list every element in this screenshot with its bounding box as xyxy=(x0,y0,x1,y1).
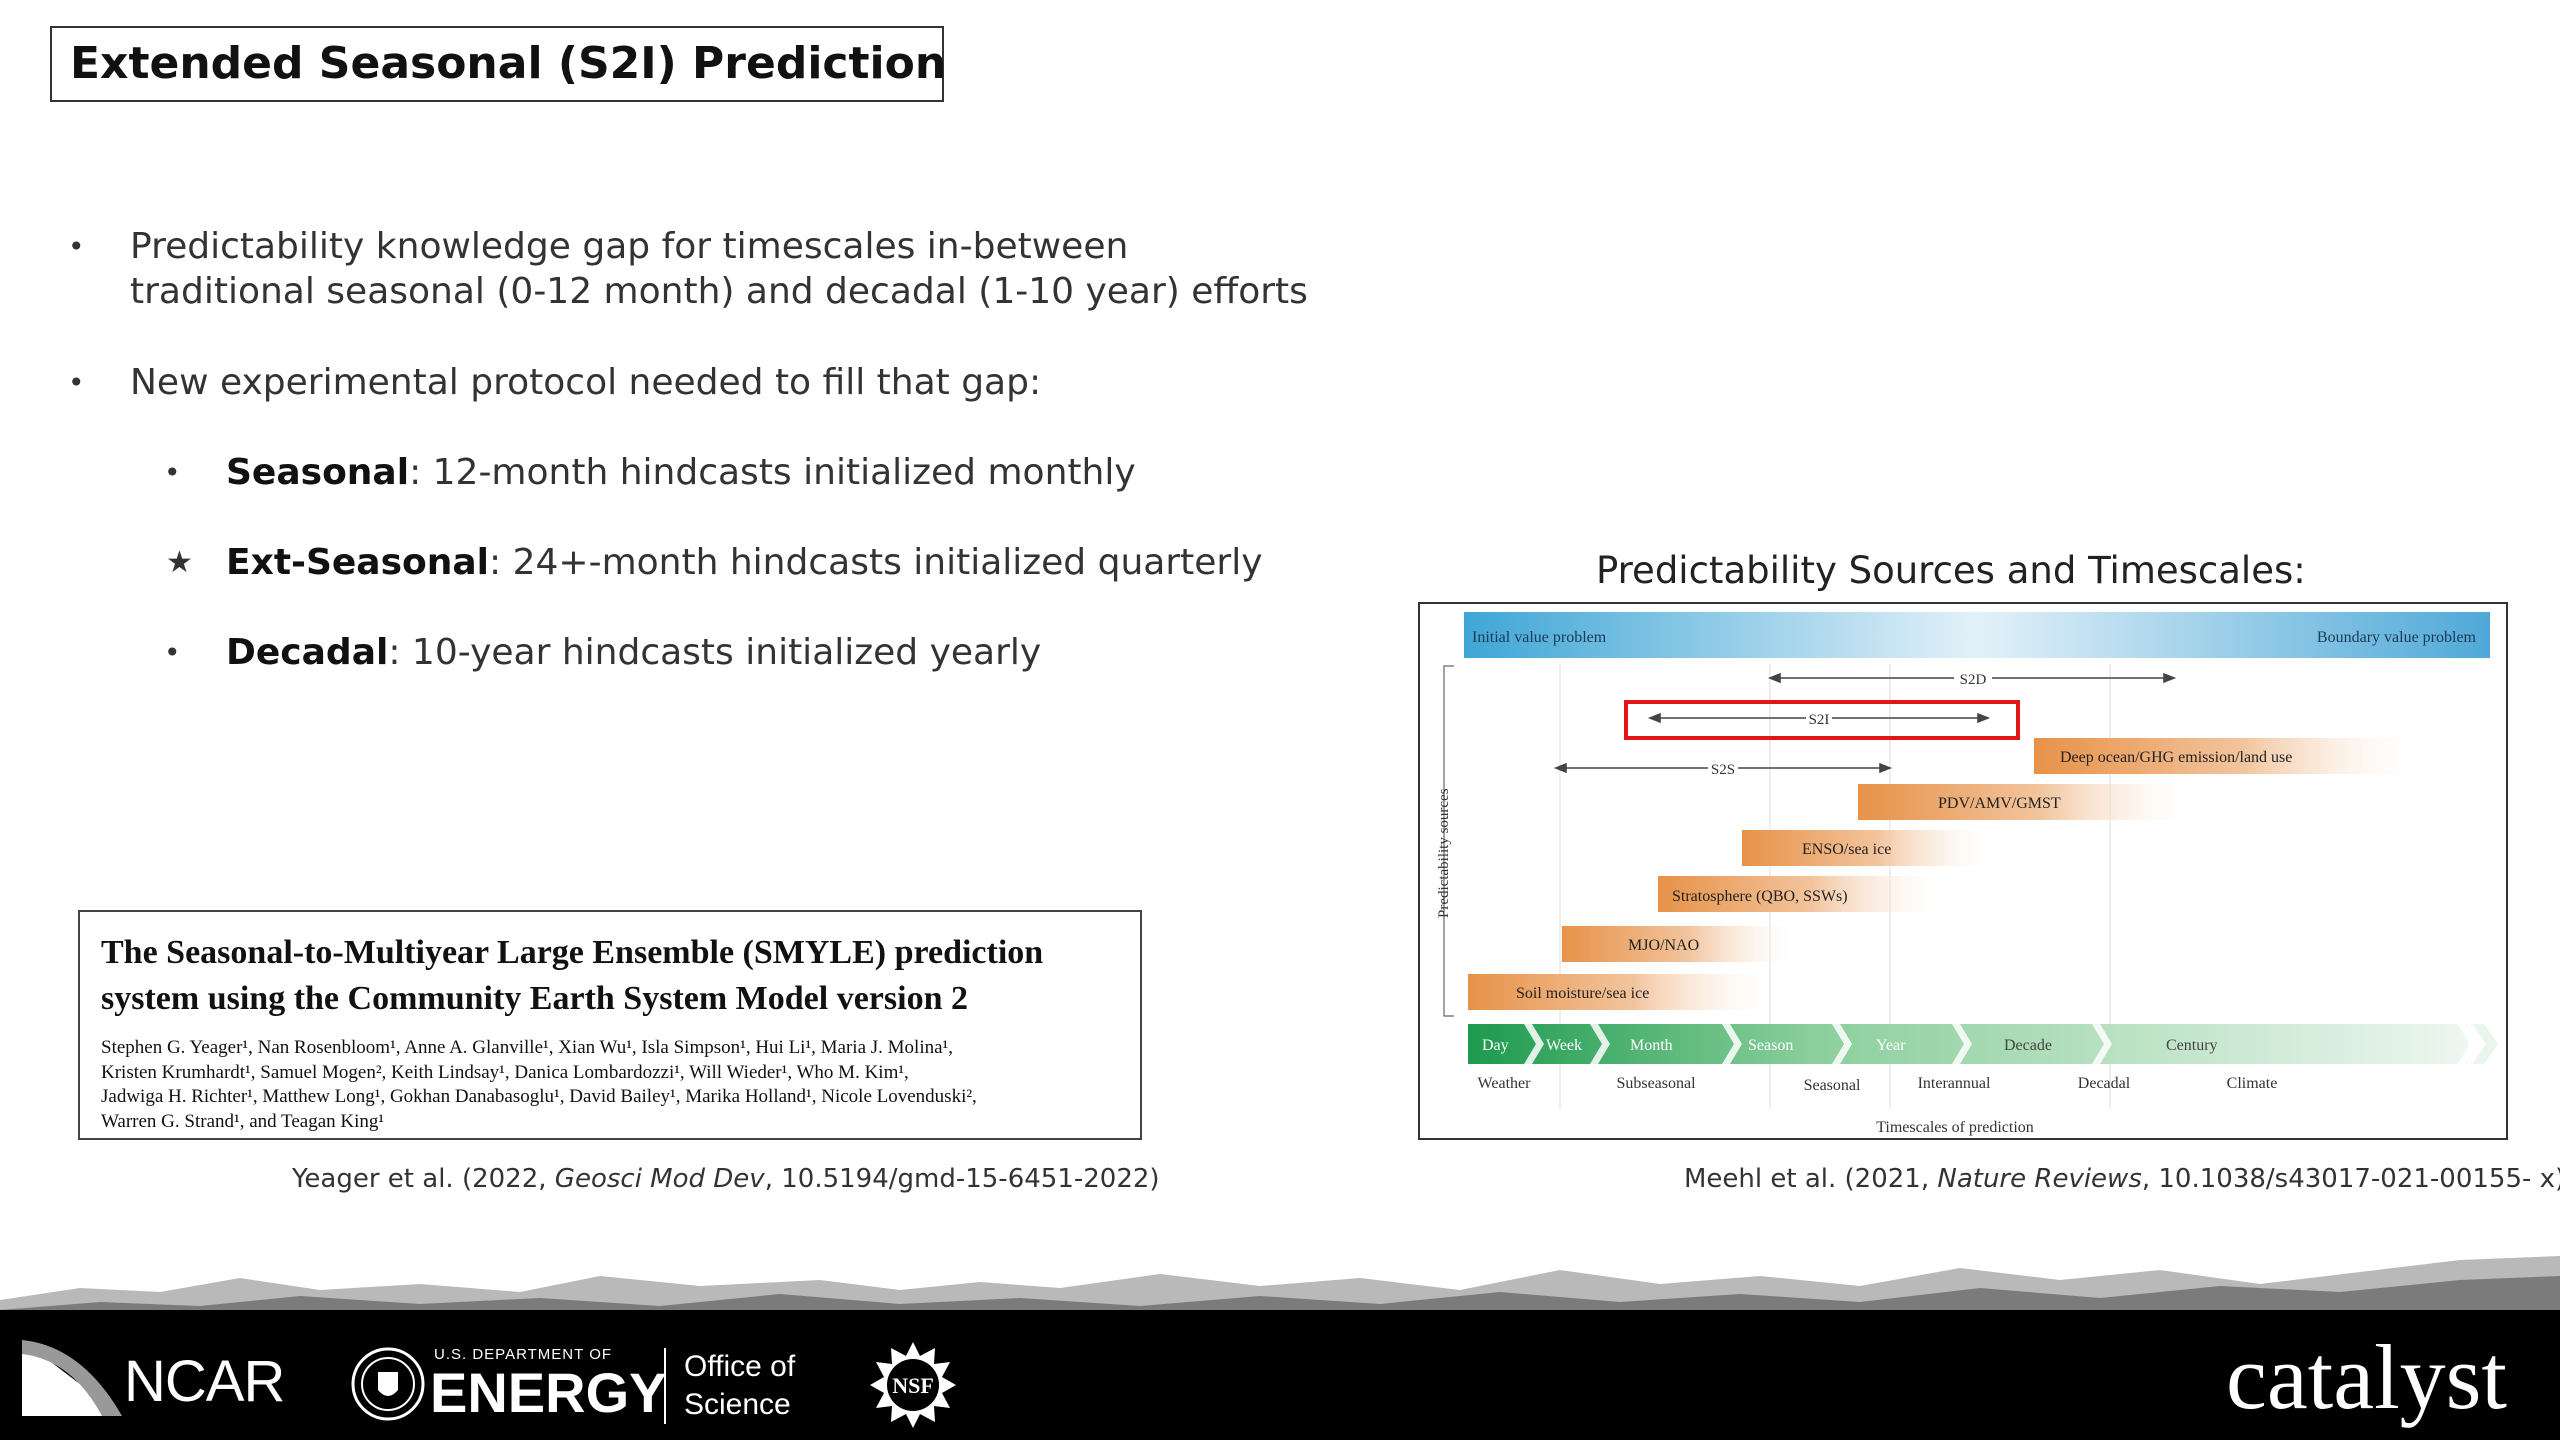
source-bar xyxy=(1562,926,1792,962)
source-bar xyxy=(1468,974,1768,1010)
ncar-logo-icon xyxy=(22,1340,122,1416)
footer-bar: NCAR U.S. DEPARTMENT OF ENERGY Office of… xyxy=(0,1310,2560,1440)
doe-seal-icon xyxy=(351,1347,425,1421)
paper-title: The Seasonal-to-Multiyear Large Ensemble… xyxy=(101,930,1140,1022)
bullet-marker: • xyxy=(164,636,181,669)
term-ext-seasonal: Ext-Seasonal xyxy=(226,542,490,583)
term-seasonal: Seasonal xyxy=(226,452,410,493)
term-decadal: Decadal xyxy=(226,632,389,673)
sub-bullet-decadal: • Decadal: 10-year hindcasts initialized… xyxy=(164,630,1364,675)
timeline-separators xyxy=(1524,1024,2478,1064)
category-label: Subseasonal xyxy=(1616,1075,1696,1092)
s2i-highlight-box xyxy=(1624,700,2020,740)
caption-text: Meehl et al. (2021, xyxy=(1684,1164,1938,1194)
paper-citation-box: The Seasonal-to-Multiyear Large Ensemble… xyxy=(78,910,1142,1140)
timeline-month: Month xyxy=(1630,1037,1673,1054)
bullet-marker: • xyxy=(68,230,85,263)
caption-text: Yeager et al. (2022, xyxy=(292,1164,555,1194)
arrowhead xyxy=(2163,672,2177,684)
problem-type-bar xyxy=(1464,612,2490,658)
bullet-knowledge-gap: • Predictability knowledge gap for times… xyxy=(68,224,1368,314)
doe-energy-text: ENERGY xyxy=(430,1361,667,1424)
sub-bullet-seasonal: • Seasonal: 12-month hindcasts initializ… xyxy=(164,450,1364,495)
paper-title-line1: The Seasonal-to-Multiyear Large Ensemble… xyxy=(101,934,1044,971)
source-label: MJO/NAO xyxy=(1628,937,1699,954)
s2s-label: S2S xyxy=(1711,762,1735,778)
authors-line: Stephen G. Yeager¹, Nan Rosenbloom¹, Ann… xyxy=(101,1037,953,1058)
timeline-decade: Decade xyxy=(2004,1037,2052,1054)
sub-bullet-text: : 24+-month hindcasts initialized quarte… xyxy=(489,542,1263,583)
bullet-text-line1: Predictability knowledge gap for timesca… xyxy=(130,226,1129,267)
mountain-silhouette xyxy=(0,1256,2560,1320)
boundary-value-label: Boundary value problem xyxy=(2317,629,2477,646)
predictability-diagram: Initial value problem Boundary value pro… xyxy=(1436,612,2498,1136)
authors-line: Kristen Krumhardt¹, Samuel Mogen², Keith… xyxy=(101,1061,909,1083)
office-line2: Science xyxy=(684,1388,791,1421)
source-label: PDV/AMV/GMST xyxy=(1938,795,2061,812)
s2i-label: S2I xyxy=(1809,712,1830,728)
nsf-logo-icon: NSF xyxy=(870,1342,956,1428)
source-label: ENSO/sea ice xyxy=(1802,841,1891,858)
y-axis-bracket xyxy=(1443,665,1454,1017)
caption-text: , 10.1038/s43017-021-00155- x) xyxy=(2141,1164,2560,1194)
paper-authors: Stephen G. Yeager¹, Nan Rosenbloom¹, Ann… xyxy=(101,1036,1140,1134)
x-axis-label: Timescales of prediction xyxy=(1876,1119,2034,1136)
figure-heading: Predictability Sources and Timescales: xyxy=(1596,549,2306,592)
timeline-week: Week xyxy=(1546,1037,1582,1054)
caption-journal: Geosci Mod Dev xyxy=(554,1164,765,1194)
bullet-text: New experimental protocol needed to fill… xyxy=(130,362,1042,403)
bullet-protocol: • New experimental protocol needed to fi… xyxy=(68,360,1368,405)
arrowhead xyxy=(1767,672,1781,684)
category-label: Weather xyxy=(1478,1075,1532,1092)
category-label: Climate xyxy=(2227,1075,2278,1092)
caption-journal: Nature Reviews xyxy=(1937,1164,2142,1194)
category-label: Interannual xyxy=(1918,1075,1991,1092)
authors-line: Warren G. Strand¹, and Teagan King¹ xyxy=(101,1110,385,1132)
timeline-year: Year xyxy=(1876,1037,1906,1054)
slide-title: Extended Seasonal (S2I) Prediction xyxy=(50,26,946,102)
timeline-day: Day xyxy=(1482,1037,1509,1054)
timeline-end-chevrons xyxy=(2472,1024,2498,1064)
source-label: Soil moisture/sea ice xyxy=(1516,985,1649,1002)
timeline-season: Season xyxy=(1748,1037,1793,1054)
arrowhead xyxy=(1879,762,1893,774)
source-bar xyxy=(1858,784,2188,820)
arrowhead xyxy=(1647,712,1661,724)
arrowhead xyxy=(1977,712,1991,724)
caption-text: , 10.5194/gmd-15-6451-2022) xyxy=(764,1164,1160,1194)
sub-bullet-text: : 12-month hindcasts initialized monthly xyxy=(409,452,1136,493)
bullet-marker: • xyxy=(68,366,85,399)
sub-bullet-ext-seasonal: ★ Ext-Seasonal: 24+-month hindcasts init… xyxy=(164,540,1364,585)
predictability-figure: Initial value problem Boundary value pro… xyxy=(1418,602,2508,1140)
authors-line: Jadwiga H. Richter¹, Matthew Long¹, Gokh… xyxy=(101,1086,977,1107)
timeline-century: Century xyxy=(2166,1037,2218,1054)
nsf-text: NSF xyxy=(892,1373,934,1398)
paper-title-line2: system using the Community Earth System … xyxy=(101,980,968,1017)
source-bar xyxy=(1742,830,1988,866)
s2d-label: S2D xyxy=(1960,672,1987,688)
footer-divider xyxy=(664,1348,666,1424)
source-label: Stratosphere (QBO, SSWs) xyxy=(1672,888,1848,905)
ncar-logo-text: NCAR xyxy=(124,1349,285,1414)
source-bar xyxy=(2034,738,2414,774)
star-icon: ★ xyxy=(166,545,193,580)
office-of-science: Office of Science xyxy=(684,1348,795,1424)
sub-bullet-text: : 10-year hindcasts initialized yearly xyxy=(388,632,1042,673)
paper-caption: Yeager et al. (2022, Geosci Mod Dev, 10.… xyxy=(292,1164,1160,1194)
bullet-marker: • xyxy=(164,456,181,489)
figure-caption: Meehl et al. (2021, Nature Reviews, 10.1… xyxy=(1684,1164,2560,1194)
source-label: Deep ocean/GHG emission/land use xyxy=(2060,749,2292,766)
initial-value-label: Initial value problem xyxy=(1472,629,1607,646)
category-label: Decadal xyxy=(2078,1075,2131,1092)
doe-small-text: U.S. DEPARTMENT OF xyxy=(434,1346,613,1363)
arrowhead xyxy=(1553,762,1567,774)
catalyst-logo-text: catalyst xyxy=(2226,1326,2507,1428)
category-label: Seasonal xyxy=(1804,1077,1861,1094)
source-bar xyxy=(1658,876,1938,912)
bullet-text-line2: traditional seasonal (0-12 month) and de… xyxy=(130,271,1308,312)
office-line1: Office of xyxy=(684,1350,796,1383)
y-axis-label: Predictability sources xyxy=(1436,788,1452,918)
